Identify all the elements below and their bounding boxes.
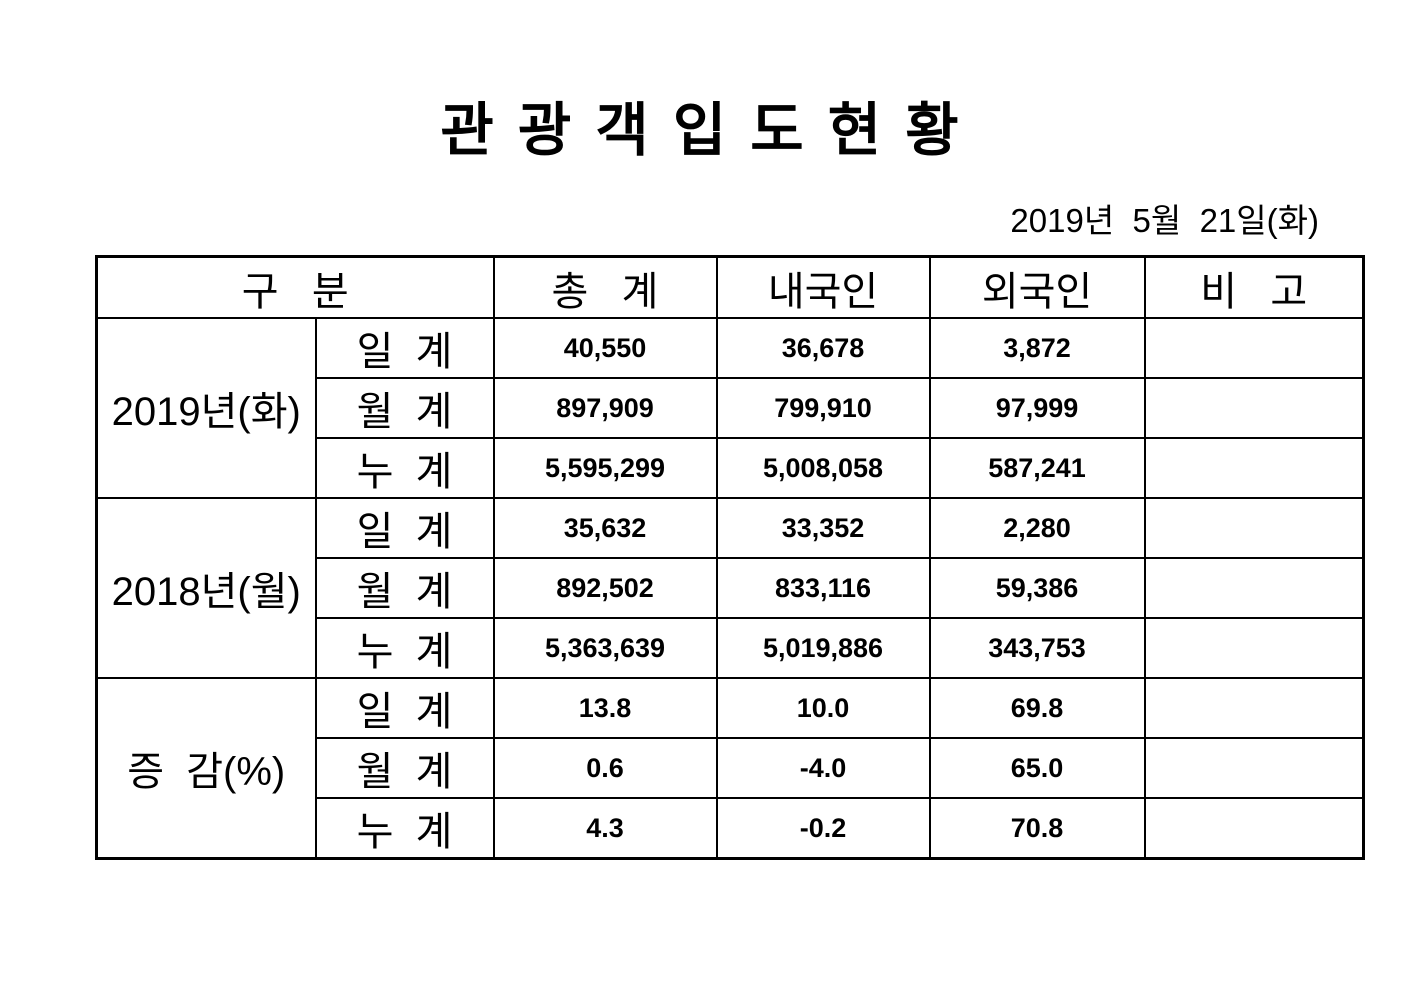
value-total: 0.6 bbox=[492, 737, 718, 800]
value-domestic: -0.2 bbox=[715, 797, 931, 860]
remarks-cell bbox=[1143, 437, 1365, 500]
header-remarks: 비 고 bbox=[1143, 255, 1365, 320]
remarks-cell bbox=[1143, 497, 1365, 560]
value-domestic: -4.0 bbox=[715, 737, 931, 800]
value-total: 892,502 bbox=[492, 557, 718, 620]
header-total: 총 계 bbox=[492, 255, 718, 320]
year-group-2018-label: 2018년(월) bbox=[95, 497, 317, 680]
table-header-row: 구 분 총 계 내국인 외국인 비 고 bbox=[95, 255, 1365, 320]
period-label-monthly: 월 계 bbox=[314, 737, 495, 800]
value-domestic: 833,116 bbox=[715, 557, 931, 620]
period-label-daily: 일 계 bbox=[314, 317, 495, 380]
value-foreign: 70.8 bbox=[928, 797, 1146, 860]
remarks-cell bbox=[1143, 617, 1365, 680]
value-foreign: 59,386 bbox=[928, 557, 1146, 620]
value-total: 5,363,639 bbox=[492, 617, 718, 680]
table-row: 누 계 4.3 -0.2 70.8 bbox=[97, 797, 1365, 860]
value-foreign: 343,753 bbox=[928, 617, 1146, 680]
value-total: 13.8 bbox=[492, 677, 718, 740]
table-row: 누 계 5,363,639 5,019,886 343,753 bbox=[97, 617, 1365, 680]
period-label-daily: 일 계 bbox=[314, 497, 495, 560]
table-row: 누 계 5,595,299 5,008,058 587,241 bbox=[97, 437, 1365, 500]
value-foreign: 2,280 bbox=[928, 497, 1146, 560]
table-row: 2019년(화) 일 계 40,550 36,678 3,872 bbox=[95, 317, 1365, 500]
year-group-2019-label: 2019년(화) bbox=[95, 317, 317, 500]
value-total: 40,550 bbox=[492, 317, 718, 380]
header-foreign: 외국인 bbox=[928, 255, 1146, 320]
value-foreign: 65.0 bbox=[928, 737, 1146, 800]
page-title: 관 광 객 입 도 현 황 bbox=[440, 98, 963, 163]
remarks-cell bbox=[1143, 797, 1365, 860]
remarks-cell bbox=[1143, 737, 1365, 800]
change-percent-group-label: 증 감(%) bbox=[95, 677, 317, 860]
remarks-cell bbox=[1143, 677, 1365, 740]
value-domestic: 33,352 bbox=[715, 497, 931, 560]
period-label-monthly: 월 계 bbox=[314, 557, 495, 620]
header-domestic: 내국인 bbox=[715, 255, 931, 320]
value-total: 897,909 bbox=[492, 377, 718, 440]
value-domestic: 36,678 bbox=[715, 317, 931, 380]
remarks-cell bbox=[1143, 557, 1365, 620]
table-row: 월 계 0.6 -4.0 65.0 bbox=[97, 737, 1365, 800]
value-foreign: 3,872 bbox=[928, 317, 1146, 380]
table-row: 월 계 892,502 833,116 59,386 bbox=[97, 557, 1365, 620]
value-domestic: 10.0 bbox=[715, 677, 931, 740]
header-category: 구 분 bbox=[95, 255, 495, 320]
period-label-monthly: 월 계 bbox=[314, 377, 495, 440]
value-domestic: 5,008,058 bbox=[715, 437, 931, 500]
table-row: 2018년(월) 일 계 35,632 33,352 2,280 bbox=[95, 497, 1365, 680]
value-domestic: 799,910 bbox=[715, 377, 931, 440]
remarks-cell bbox=[1143, 377, 1365, 440]
tourist-arrival-table: 구 분 총 계 내국인 외국인 비 고 2019년(화) 일 계 40,550 … bbox=[95, 254, 1366, 861]
period-label-cumulative: 누 계 bbox=[314, 797, 495, 860]
report-date: 2019년 5월 21일(화) bbox=[1010, 201, 1319, 239]
remarks-cell bbox=[1143, 317, 1365, 380]
value-foreign: 97,999 bbox=[928, 377, 1146, 440]
value-foreign: 69.8 bbox=[928, 677, 1146, 740]
value-domestic: 5,019,886 bbox=[715, 617, 931, 680]
value-total: 5,595,299 bbox=[492, 437, 718, 500]
value-total: 35,632 bbox=[492, 497, 718, 560]
period-label-cumulative: 누 계 bbox=[314, 617, 495, 680]
value-total: 4.3 bbox=[492, 797, 718, 860]
value-foreign: 587,241 bbox=[928, 437, 1146, 500]
period-label-cumulative: 누 계 bbox=[314, 437, 495, 500]
table-row: 월 계 897,909 799,910 97,999 bbox=[97, 377, 1365, 440]
table-row: 증 감(%) 일 계 13.8 10.0 69.8 bbox=[95, 677, 1365, 860]
period-label-daily: 일 계 bbox=[314, 677, 495, 740]
